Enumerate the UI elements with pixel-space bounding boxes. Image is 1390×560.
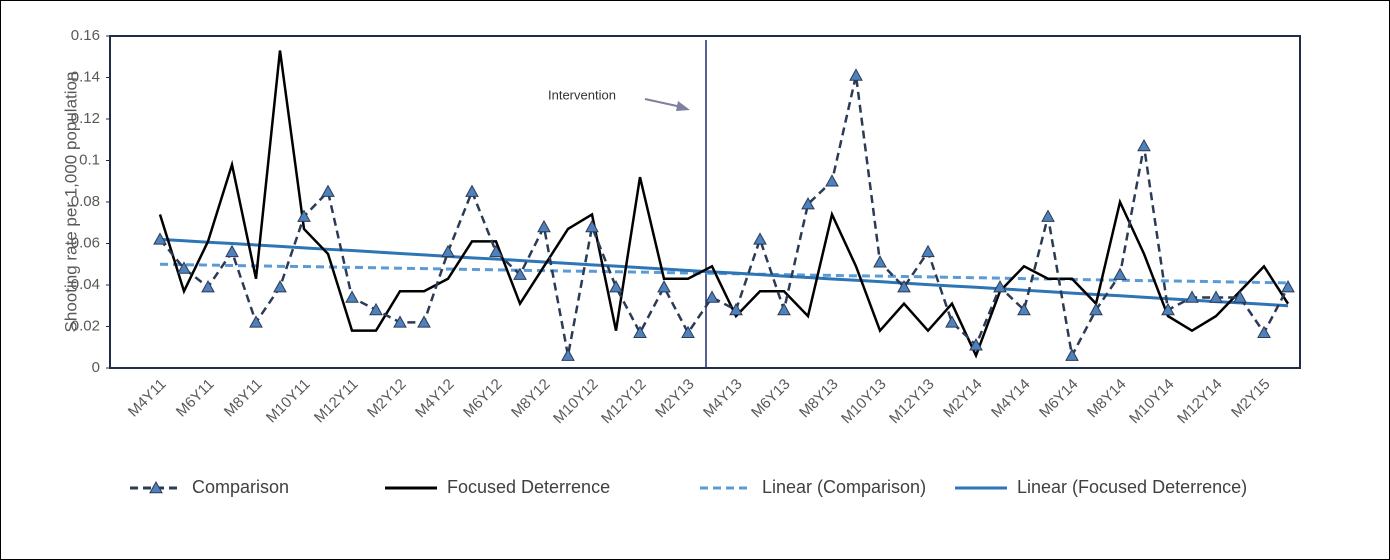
- marker: [321, 184, 335, 197]
- marker: [801, 197, 815, 210]
- plot-frame: [109, 35, 1301, 369]
- marker: [513, 267, 527, 280]
- marker: [465, 184, 479, 197]
- marker: [273, 280, 287, 293]
- annotation: Intervention: [548, 87, 616, 102]
- y-tick-label: 0.16: [71, 27, 100, 44]
- y-tick-label: 0.08: [71, 193, 100, 210]
- y-tick-label: 0.06: [71, 234, 100, 251]
- y-tick-label: 0: [92, 359, 100, 376]
- marker: [345, 290, 359, 303]
- annotation-arrowhead: [676, 101, 690, 111]
- legend-marker: [149, 480, 163, 494]
- marker: [201, 280, 215, 293]
- marker: [969, 338, 983, 351]
- legend-label: Linear (Focused Deterrence): [1017, 477, 1247, 497]
- marker: [489, 244, 503, 258]
- series-line: [159, 75, 1290, 360]
- y-axis-label: Shooting rate per 1,000 population: [61, 72, 80, 333]
- marker: [369, 302, 383, 316]
- marker: [1041, 209, 1055, 222]
- marker: [249, 315, 263, 328]
- marker: [609, 280, 623, 293]
- y-tick-label: 0.04: [71, 276, 100, 293]
- marker: [393, 315, 407, 328]
- marker: [729, 302, 743, 316]
- marker: [441, 244, 455, 258]
- marker: [633, 325, 647, 339]
- marker: [1209, 290, 1223, 303]
- marker: [1233, 290, 1247, 303]
- marker: [873, 255, 887, 268]
- marker: [777, 302, 791, 316]
- marker: [537, 219, 551, 233]
- series-line: [159, 237, 1289, 308]
- y-tick-label: 0.1: [79, 151, 100, 168]
- marker: [225, 244, 239, 258]
- marker: [1089, 302, 1103, 316]
- marker: [1281, 280, 1295, 293]
- marker: [1017, 302, 1031, 316]
- marker: [1161, 302, 1175, 316]
- marker: [993, 280, 1007, 293]
- marker: [849, 68, 863, 81]
- legend-label: Focused Deterrence: [447, 477, 610, 497]
- y-tick-label: 0.14: [71, 68, 100, 85]
- y-tick-label: 0.02: [71, 317, 100, 334]
- legend-label: Comparison: [192, 477, 289, 497]
- series-line: [158, 50, 1290, 359]
- marker: [177, 261, 191, 274]
- marker: [825, 174, 839, 187]
- marker: [1137, 138, 1151, 152]
- marker: [897, 280, 911, 293]
- marker: [657, 280, 671, 293]
- y-tick-label: 0.12: [71, 110, 100, 127]
- marker: [681, 325, 695, 339]
- marker: [1185, 290, 1199, 303]
- marker: [297, 209, 311, 222]
- marker: [705, 290, 719, 303]
- legend-label: Linear (Comparison): [762, 477, 926, 497]
- marker: [1113, 267, 1127, 280]
- marker: [753, 232, 767, 245]
- marker: [921, 244, 935, 258]
- marker: [153, 232, 167, 245]
- marker: [1065, 348, 1079, 361]
- marker: [561, 348, 575, 361]
- marker: [417, 315, 431, 328]
- marker: [585, 219, 599, 233]
- marker: [1257, 325, 1271, 339]
- marker: [945, 315, 959, 328]
